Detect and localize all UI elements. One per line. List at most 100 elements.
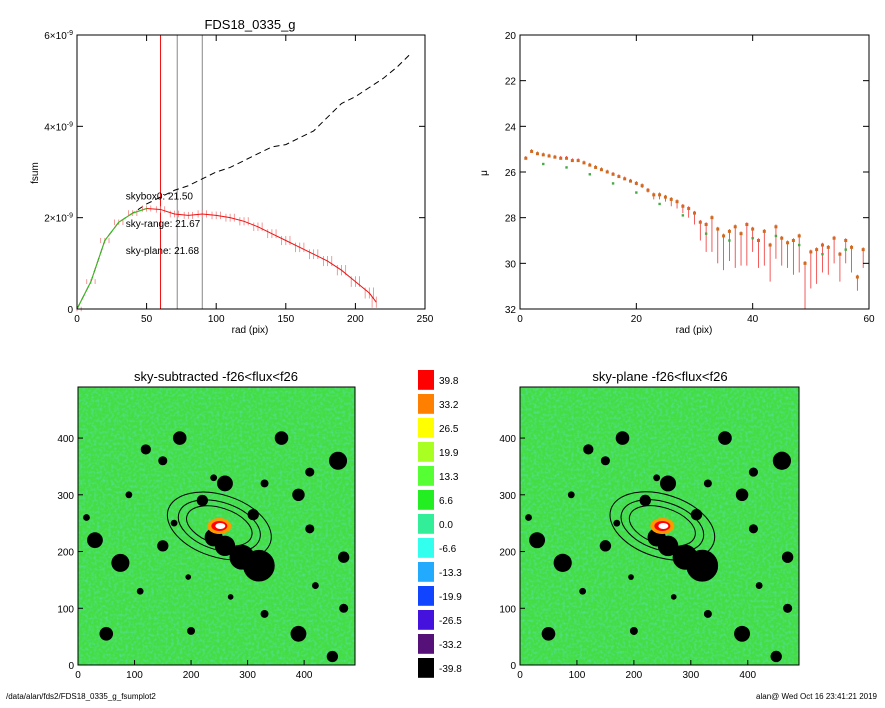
- y-tick-label: 400: [499, 434, 516, 445]
- x-tick-label: 0: [517, 670, 523, 681]
- sky-plane-image-panel: sky-plane -f26<flux<f26 0 100 200 300 400 0 10…: [499, 369, 800, 681]
- series-line-2: [76, 208, 147, 310]
- data-point: [635, 191, 638, 194]
- data-point: [727, 229, 731, 233]
- masked-source: [172, 431, 187, 445]
- masked-source: [328, 451, 348, 470]
- y-tick-label: 24: [505, 122, 517, 133]
- masked-source: [125, 491, 133, 499]
- map-frame: [519, 386, 800, 666]
- data-point: [710, 216, 714, 220]
- x-tick-label: 300: [239, 670, 256, 681]
- data-point: [582, 161, 586, 165]
- x-tick-label: 200: [183, 670, 200, 681]
- y-tick-label: 0: [510, 661, 516, 672]
- fsum-plot-area: skybox0: 21.50 sky-range: 21.67 sky-plane:…: [44, 30, 434, 325]
- colorbar-swatch: [418, 370, 434, 390]
- x-tick-label: 200: [626, 670, 643, 681]
- data-point: [821, 253, 824, 256]
- data-point: [768, 243, 772, 247]
- masked-source: [541, 626, 556, 641]
- data-point: [722, 234, 726, 238]
- masked-source: [140, 444, 151, 455]
- masked-source: [600, 456, 610, 466]
- data-point: [588, 163, 592, 167]
- masked-source: [217, 475, 233, 492]
- data-point: [826, 245, 830, 249]
- colorbar-label: -33.2: [439, 640, 462, 651]
- masked-source: [312, 582, 319, 589]
- data-point: [838, 252, 842, 256]
- data-point: [658, 202, 661, 206]
- masked-source: [274, 431, 289, 445]
- data-point: [698, 220, 702, 224]
- colorbar-swatch: [418, 466, 434, 486]
- colorbar-swatch: [418, 658, 434, 678]
- panel-title: sky-subtracted -f26<flux<f26: [134, 369, 298, 384]
- data-point: [588, 173, 591, 176]
- x-tick-label: 400: [296, 670, 313, 681]
- masked-source: [567, 491, 575, 499]
- y-axis-label: μ: [479, 170, 490, 176]
- masked-source: [599, 540, 612, 552]
- data-point: [652, 193, 656, 197]
- masked-source: [615, 431, 630, 445]
- aperture-ellipse: [186, 505, 253, 547]
- y-tick-label: 6×10-9: [44, 30, 73, 42]
- colorbar-label: -26.5: [439, 616, 462, 627]
- y-axis-label: fsum: [30, 162, 41, 184]
- mu-profile-panel: 0 20 40 60 20 22 24 26 28 30 32 rad (pix) μ: [479, 31, 875, 336]
- data-point: [844, 248, 847, 251]
- x-tick-label: 40: [747, 314, 759, 325]
- data-point: [803, 261, 807, 265]
- x-tick-label: 60: [863, 314, 875, 325]
- data-point: [716, 227, 720, 231]
- colorbar-label: -39.8: [439, 664, 462, 675]
- aperture-ellipse: [628, 505, 696, 547]
- data-point: [681, 214, 685, 217]
- data-point: [774, 225, 778, 229]
- masked-source: [772, 451, 792, 470]
- masked-source: [290, 625, 307, 642]
- masked-source: [525, 514, 532, 521]
- masked-source: [136, 587, 144, 595]
- mu-plot-area: 0 20 40 60 20 22 24 26 28 30 32: [505, 31, 875, 325]
- y-tick-label: 100: [499, 604, 516, 615]
- masked-source: [260, 609, 269, 618]
- fsum-axes-frame: [76, 34, 426, 310]
- data-point: [762, 229, 766, 233]
- colorbar-swatch: [418, 562, 434, 582]
- data-point: [798, 243, 801, 247]
- y-tick-label: 20: [505, 31, 517, 42]
- masked-source: [87, 532, 103, 549]
- x-tick-label: 100: [569, 670, 586, 681]
- y-tick-label: 300: [499, 491, 516, 502]
- y-tick-label: 100: [57, 604, 74, 615]
- masked-source: [583, 444, 594, 455]
- masked-source: [703, 479, 712, 488]
- data-point: [820, 243, 824, 247]
- y-tick-label: 4×10-9: [44, 121, 73, 133]
- data-point: [663, 195, 667, 199]
- masked-source: [783, 603, 793, 613]
- x-tick-label: 400: [739, 670, 756, 681]
- masked-source: [579, 587, 587, 595]
- masked-source: [639, 494, 651, 507]
- data-point: [658, 193, 662, 197]
- data-point: [570, 159, 574, 163]
- data-point: [646, 188, 650, 192]
- data-point: [687, 207, 691, 211]
- mu-axes-frame: [519, 34, 870, 310]
- data-point: [605, 170, 609, 174]
- colorbar-label: -19.9: [439, 592, 462, 603]
- data-point: [791, 239, 795, 242]
- data-point: [675, 200, 679, 204]
- data-point: [728, 239, 731, 242]
- masked-source: [770, 650, 782, 663]
- annotation-label: sky-plane: 21.68: [126, 246, 200, 257]
- colorbar-swatch: [418, 490, 434, 510]
- x-tick-label: 300: [682, 670, 699, 681]
- masked-source: [670, 594, 677, 600]
- masked-source: [660, 475, 677, 492]
- masked-source: [158, 456, 168, 466]
